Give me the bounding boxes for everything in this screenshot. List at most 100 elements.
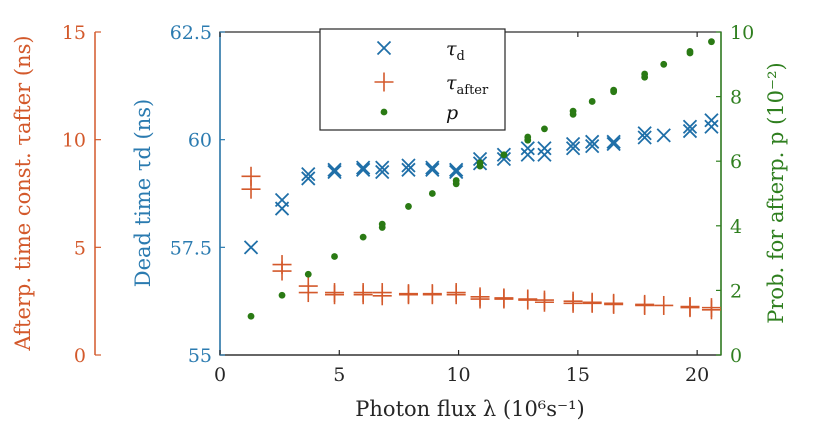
tau-after-marker — [604, 293, 624, 313]
tau-d-marker — [704, 119, 719, 134]
tau-d-marker-stroke-b — [301, 166, 316, 182]
p-marker — [405, 203, 412, 210]
tau-d-marker — [401, 158, 416, 173]
tau-d-marker-stroke-b — [565, 141, 581, 156]
tau-after-marker — [582, 292, 602, 312]
tau-d-marker-stroke-b — [425, 160, 440, 175]
tau-d-marker — [585, 134, 600, 149]
tau-after-marker — [422, 284, 442, 304]
legend-tau-d-marker — [376, 40, 392, 56]
tau-d-marker-stroke-b — [682, 123, 698, 139]
legend-label-sub: after — [457, 83, 489, 98]
afterpulse-prob-tick-label: 4 — [730, 216, 742, 238]
legend-p-marker — [380, 108, 388, 116]
tau-d-marker-stroke-b — [301, 171, 316, 186]
tau-d-marker-stroke-b — [375, 164, 390, 180]
tau-d-marker — [606, 134, 621, 149]
tau-after-marker — [635, 294, 655, 314]
tau-d-marker-stroke-b — [637, 126, 652, 141]
afterpulse-time-axis-title: Afterp. time const. τafter (ns) — [11, 35, 35, 351]
tau-d-marker — [425, 162, 440, 177]
x-axis-title: Photon flux λ (10⁶s⁻¹) — [355, 397, 584, 421]
series-dead_time — [243, 113, 719, 255]
tau-d-marker-stroke-b — [327, 162, 342, 177]
tau-after-marker — [680, 297, 700, 317]
tau-d-marker — [637, 130, 652, 145]
tau-d-marker — [356, 160, 371, 175]
p-marker — [331, 253, 338, 260]
tau-d-marker — [375, 164, 390, 180]
x-tick-label: 15 — [566, 364, 590, 386]
tau-d-marker-stroke-b — [425, 162, 440, 177]
legend-box — [319, 28, 506, 131]
p-marker — [588, 98, 596, 105]
tau-d-marker — [637, 126, 652, 141]
p-marker — [541, 125, 548, 133]
tau-d-marker — [375, 160, 390, 175]
tau-d-marker-stroke-b — [401, 162, 416, 177]
tau-d-marker — [565, 136, 581, 152]
tau-d-marker — [537, 147, 552, 162]
tau-d-marker-stroke-b — [274, 192, 290, 208]
tau-d-marker — [565, 141, 581, 156]
tau-d-marker — [449, 164, 464, 180]
legend-label: p — [446, 102, 458, 124]
tau-d-marker — [704, 113, 719, 128]
tau-d-marker — [301, 171, 316, 186]
tau-d-marker — [472, 151, 488, 167]
tau-d-marker-stroke-b — [449, 162, 464, 177]
x-tick-label: 5 — [333, 364, 345, 386]
tau-d-marker — [301, 166, 316, 182]
x-tick-label: 0 — [214, 364, 226, 386]
tau-d-marker-stroke-b — [243, 240, 259, 255]
p-marker — [524, 133, 532, 141]
afterpulse-prob-tick-label: 0 — [730, 345, 742, 367]
tau-d-marker — [274, 192, 290, 208]
tau-after-marker — [241, 166, 261, 186]
tau-d-marker-stroke-b — [704, 113, 719, 128]
p-marker — [569, 107, 577, 115]
p-marker — [278, 291, 286, 299]
p-marker — [452, 177, 460, 184]
tau-after-marker — [372, 283, 392, 303]
tau-after-marker — [446, 283, 466, 303]
tau-d-marker-stroke-b — [472, 151, 488, 167]
tau-d-marker-stroke-b — [537, 141, 552, 156]
tau-after-marker — [470, 287, 490, 307]
tau-d-marker-stroke-b — [327, 164, 342, 180]
legend-label-main: p — [446, 102, 458, 124]
tau-d-marker-stroke-b — [449, 164, 464, 180]
tau-d-marker-stroke-b — [565, 136, 581, 152]
dead-time-axis-title: Dead time τd (ns) — [131, 99, 155, 288]
tau-d-marker-stroke-b — [520, 147, 535, 162]
tau-after-marker — [353, 283, 373, 303]
tau-after-marker — [325, 283, 345, 303]
tau-d-marker-stroke-b — [401, 158, 416, 173]
tau-d-marker — [520, 147, 535, 162]
afterpulse-time-tick-label: 10 — [62, 130, 86, 152]
tau-d-marker — [656, 128, 671, 143]
tau-d-marker-stroke-b — [356, 162, 371, 177]
tau-after-marker — [563, 291, 583, 311]
afterpulse-time-tick-label: 5 — [74, 237, 86, 259]
tau-d-marker — [585, 138, 600, 154]
ticks-layer: 0 5 10 15 20 55 57.5 60 62.5 0 2 4 6 8 10 0 5 10 15 — [62, 22, 754, 386]
legend-tau-after-marker — [374, 72, 394, 92]
afterpulse-prob-tick-label: 10 — [730, 22, 754, 44]
tau-d-marker-stroke-b — [585, 134, 600, 149]
tau-d-marker — [682, 123, 698, 139]
p-marker — [476, 159, 484, 167]
tau-d-marker-stroke-b — [520, 141, 535, 156]
tau-d-marker — [356, 162, 371, 177]
p-marker — [641, 70, 649, 78]
dead-time-tick-label: 62.5 — [170, 22, 212, 44]
p-marker — [359, 233, 367, 241]
tau-d-marker — [520, 141, 535, 156]
p-marker — [428, 190, 436, 197]
tau-d-marker-stroke-b — [704, 119, 719, 134]
afterpulse-prob-tick-label: 6 — [730, 151, 742, 173]
marks-layer — [241, 38, 721, 320]
tau-d-marker-stroke-b — [537, 147, 552, 162]
